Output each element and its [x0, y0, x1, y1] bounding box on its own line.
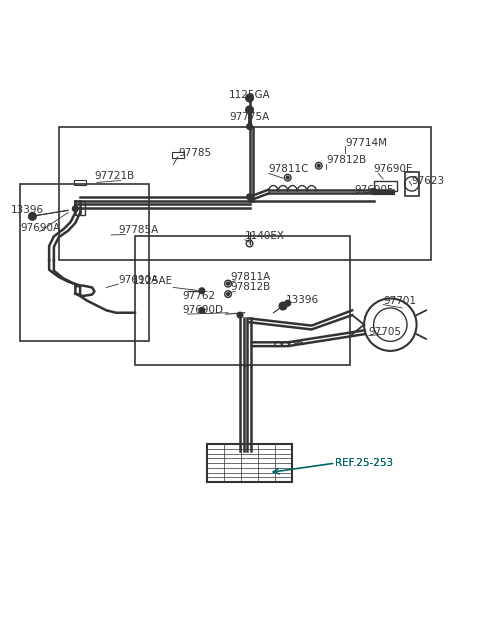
- Circle shape: [227, 293, 229, 295]
- Text: 1140EX: 1140EX: [245, 231, 285, 241]
- Text: 97812B: 97812B: [326, 155, 366, 165]
- Text: 97811A: 97811A: [230, 272, 271, 282]
- Circle shape: [72, 206, 78, 211]
- Text: REF.25-253: REF.25-253: [336, 458, 394, 468]
- Text: 97785: 97785: [178, 147, 211, 157]
- Text: 97785A: 97785A: [118, 225, 158, 236]
- Text: 97775A: 97775A: [229, 112, 270, 122]
- Circle shape: [237, 312, 243, 318]
- Circle shape: [199, 288, 204, 293]
- Circle shape: [227, 282, 229, 285]
- Circle shape: [247, 124, 252, 130]
- Text: 97690F: 97690F: [355, 185, 394, 195]
- Circle shape: [29, 213, 36, 220]
- Text: 97811C: 97811C: [269, 164, 309, 175]
- Circle shape: [286, 177, 289, 179]
- Circle shape: [246, 94, 253, 102]
- Text: REF.25-253: REF.25-253: [336, 458, 394, 468]
- Text: 97690E: 97690E: [373, 164, 413, 175]
- Text: 97721B: 97721B: [95, 171, 135, 182]
- Text: 97812B: 97812B: [230, 282, 271, 292]
- Text: 97762: 97762: [183, 291, 216, 301]
- Text: 97690A: 97690A: [118, 275, 158, 285]
- Text: 1125AE: 1125AE: [133, 276, 173, 286]
- Text: 97705: 97705: [369, 326, 402, 337]
- Text: 97690D: 97690D: [183, 305, 224, 315]
- Text: 1125GA: 1125GA: [228, 90, 270, 100]
- Circle shape: [246, 106, 253, 114]
- Text: 97714M: 97714M: [345, 138, 387, 148]
- Text: 97701: 97701: [383, 295, 416, 305]
- Circle shape: [317, 164, 320, 167]
- Circle shape: [285, 300, 290, 306]
- Text: 97690A: 97690A: [21, 222, 60, 232]
- Text: 13396: 13396: [285, 295, 318, 305]
- Circle shape: [199, 307, 204, 313]
- Circle shape: [247, 194, 252, 199]
- Text: 13396: 13396: [11, 205, 44, 215]
- Circle shape: [371, 189, 376, 194]
- Circle shape: [279, 302, 287, 310]
- Text: 97623: 97623: [412, 177, 445, 186]
